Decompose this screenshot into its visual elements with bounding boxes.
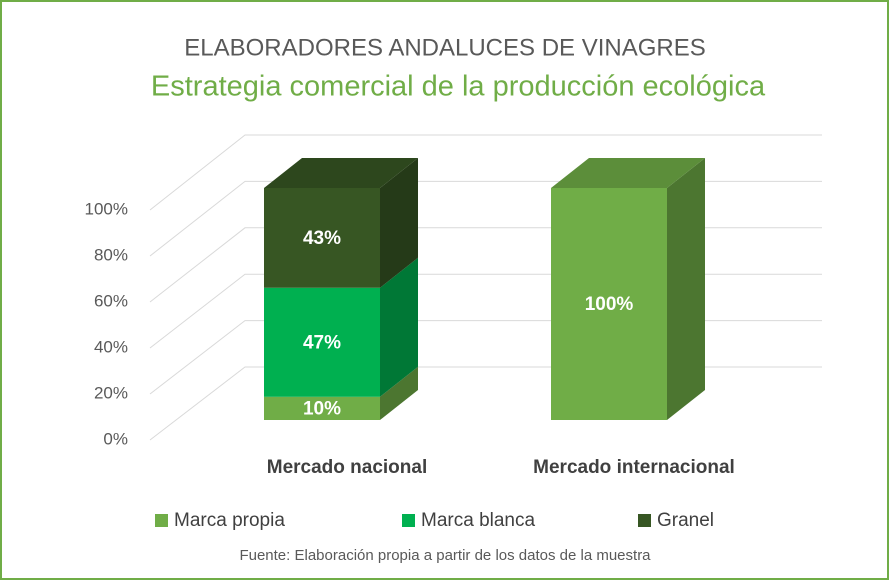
y-tick-label: 0%: [103, 429, 128, 448]
bar-segment-top: [264, 158, 418, 188]
legend-label: Marca propia: [174, 510, 285, 531]
legend-label: Granel: [657, 510, 714, 531]
data-label: 10%: [303, 398, 341, 419]
bar-segment: [264, 188, 380, 288]
legend-label: Marca blanca: [421, 510, 535, 531]
legend-swatch: [155, 514, 168, 527]
y-tick-label: 20%: [94, 383, 128, 402]
x-tick-label: Mercado nacional: [267, 457, 428, 478]
bar-segment-side: [380, 257, 418, 397]
data-label: 100%: [585, 294, 634, 315]
chart-title: ELABORADORES ANDALUCES DE VINAGRES: [184, 34, 705, 61]
bar-segment: [551, 188, 667, 420]
x-tick-label: Mercado internacional: [533, 457, 735, 478]
data-label: 43%: [303, 228, 341, 249]
y-tick-label: 60%: [94, 291, 128, 310]
y-tick-label: 40%: [94, 337, 128, 356]
bar-segment-top: [551, 158, 705, 188]
chart-subtitle: Estrategia comercial de la producción ec…: [151, 71, 766, 103]
bar-segment: [264, 287, 380, 397]
data-label: 47%: [303, 332, 341, 353]
bar-segment-side: [380, 158, 418, 288]
bar-segment-side: [380, 366, 418, 420]
legend-swatch: [638, 514, 651, 527]
legend-swatch: [402, 514, 415, 527]
y-tick-label: 100%: [85, 199, 128, 218]
bar-segment: [264, 396, 380, 420]
bar-segment-side: [667, 158, 705, 420]
y-tick-label: 80%: [94, 245, 128, 264]
grid-line: [149, 134, 822, 211]
source: Fuente: Elaboración propia a partir de l…: [239, 547, 651, 564]
